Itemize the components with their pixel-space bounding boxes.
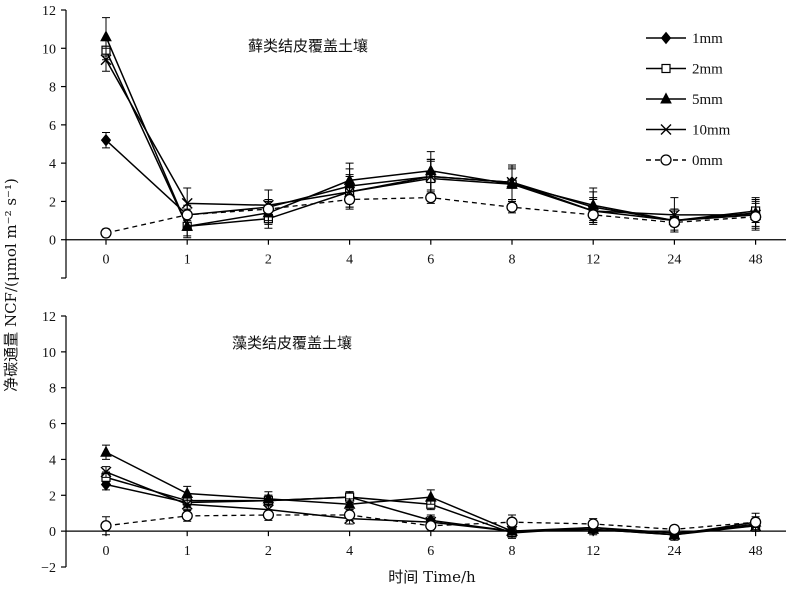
legend-marker <box>660 31 672 45</box>
legend-marker <box>660 154 672 166</box>
data-point <box>506 516 518 528</box>
x-tick-label: 8 <box>509 544 516 559</box>
x-tick-label: 48 <box>749 253 763 268</box>
data-point <box>100 133 112 147</box>
data-point <box>506 201 518 213</box>
y-tick-label: 2 <box>49 489 56 504</box>
data-point <box>668 216 681 229</box>
series-0mm <box>100 509 762 536</box>
data-point <box>587 209 599 221</box>
y-tick-label: 8 <box>49 382 56 397</box>
legend: 1mm 2mm 5mm 10mm 0mm <box>646 31 731 169</box>
data-point <box>262 509 275 521</box>
data-point <box>100 520 112 532</box>
x-tick-label: 12 <box>586 253 600 268</box>
y-tick-label: 8 <box>49 81 56 96</box>
data-point <box>181 219 194 231</box>
data-point <box>343 193 356 206</box>
x-tick-label: 12 <box>586 544 600 559</box>
x-tick-label: 4 <box>346 253 353 268</box>
x-tick-label: 0 <box>103 544 110 559</box>
x-tick-label: 24 <box>667 253 681 268</box>
data-point <box>506 525 518 537</box>
legend-entry: 0mm <box>646 153 723 169</box>
y-tick-label: 0 <box>49 234 56 249</box>
data-point <box>262 203 275 215</box>
data-point <box>100 30 112 42</box>
panel-title: 藻类结皮覆盖土壤 <box>232 334 352 352</box>
legend-entry: 10mm <box>646 123 731 139</box>
y-tick-label: 6 <box>49 119 56 134</box>
panel-title: 藓类结皮覆盖土壤 <box>248 37 368 55</box>
y-tick-label: 4 <box>49 157 56 172</box>
data-point <box>749 516 762 528</box>
x-tick-label: 8 <box>509 253 516 268</box>
legend-marker <box>660 124 672 135</box>
legend-label: 2mm <box>692 62 723 78</box>
y-axis-label: 净碳通量 NCF/(μmol m⁻² s⁻¹) <box>2 178 20 392</box>
data-point <box>425 191 437 204</box>
y-tick-label: 4 <box>49 453 56 468</box>
data-point <box>587 518 599 530</box>
data-point <box>100 54 112 66</box>
x-tick-label: 6 <box>427 544 434 559</box>
y-tick-label: 12 <box>42 4 56 19</box>
legend-label: 0mm <box>692 153 723 169</box>
x-tick-label: 2 <box>265 253 272 268</box>
legend-label: 5mm <box>692 92 723 108</box>
data-point <box>100 466 112 478</box>
x-tick-label: 48 <box>749 544 763 559</box>
data-point <box>425 520 437 532</box>
x-tick-label: 6 <box>427 253 434 268</box>
x-tick-label: 1 <box>184 253 191 268</box>
x-tick-label: 2 <box>265 544 272 559</box>
y-tick-label: 12 <box>42 310 56 325</box>
data-point <box>100 445 112 457</box>
legend-marker <box>661 63 671 74</box>
y-tick-label: 0 <box>49 525 56 540</box>
data-point <box>343 509 356 521</box>
data-point <box>181 197 193 209</box>
data-point <box>425 171 437 183</box>
data-point <box>424 490 437 502</box>
data-point <box>181 498 193 510</box>
legend-label: 10mm <box>692 123 731 139</box>
x-tick-label: 24 <box>667 544 681 559</box>
series-0mm <box>100 191 762 239</box>
data-point <box>668 523 681 535</box>
series-2mm <box>101 40 761 239</box>
y-tick-label: 2 <box>49 195 56 210</box>
series-10mm <box>100 47 762 233</box>
data-point <box>181 486 194 498</box>
y-tick-label: 10 <box>42 42 56 57</box>
x-tick-label: 1 <box>184 544 191 559</box>
y-tick-label: 10 <box>42 346 56 361</box>
legend-entry: 2mm <box>646 62 723 78</box>
data-point <box>262 492 275 504</box>
data-point <box>100 227 112 239</box>
y-tick-label: 6 <box>49 418 56 433</box>
legend-label: 1mm <box>692 31 723 47</box>
data-point <box>181 209 193 221</box>
x-axis-label: 时间 Time/h <box>388 568 476 586</box>
data-point <box>749 211 762 223</box>
x-tick-label: 4 <box>346 544 353 559</box>
legend-marker <box>660 92 672 104</box>
data-point <box>506 176 518 188</box>
data-point <box>181 510 193 522</box>
y-tick-label: −2 <box>41 561 56 576</box>
legend-entry: 1mm <box>646 31 723 47</box>
data-point <box>343 497 356 509</box>
x-tick-label: 0 <box>103 253 110 268</box>
legend-entry: 5mm <box>646 92 723 108</box>
